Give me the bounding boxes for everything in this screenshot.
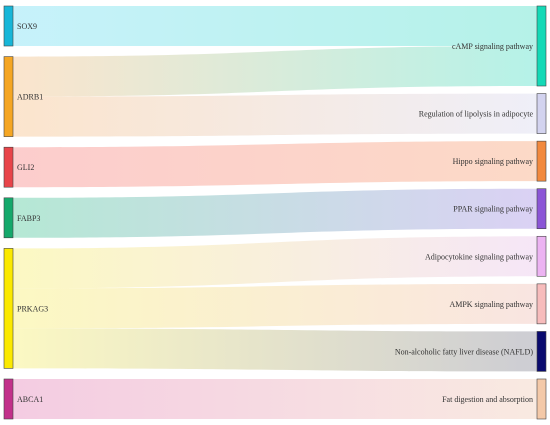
node-prkag3[interactable] (3, 248, 14, 369)
link-adrb1-lipolysis (13, 93, 537, 137)
node-label-lipolysis: Regulation of lipolysis in adipocyte (419, 110, 534, 119)
node-label-adipocytokine: Adipocytokine signaling pathway (425, 252, 533, 261)
node-sox9[interactable] (3, 5, 14, 47)
node-label-sox9: SOX9 (17, 22, 37, 31)
node-adrb1[interactable] (3, 56, 14, 137)
node-ppar[interactable] (536, 188, 547, 230)
node-ampk[interactable] (536, 283, 547, 325)
link-fabp3-ppar (13, 188, 537, 238)
link-prkag3-nafld (13, 328, 537, 372)
link-adrb1-camp (13, 46, 537, 97)
node-label-abca1: ABCA1 (17, 395, 43, 404)
node-fabp3[interactable] (3, 197, 14, 239)
node-hippo[interactable] (536, 140, 547, 182)
node-label-camp: cAMP signaling pathway (452, 42, 533, 51)
node-gli2[interactable] (3, 146, 14, 188)
link-abca1-fat (13, 379, 537, 419)
node-abca1[interactable] (3, 378, 14, 420)
node-label-fabp3: FABP3 (17, 214, 40, 223)
link-prkag3-ampk (13, 283, 537, 329)
links-layer (13, 6, 537, 419)
node-adipocytokine[interactable] (536, 235, 547, 277)
node-label-gli2: GLI2 (17, 163, 34, 172)
link-prkag3-adipocytokine (13, 236, 537, 289)
node-label-ampk: AMPK signaling pathway (449, 300, 533, 309)
link-sox9-camp (13, 6, 537, 46)
node-label-prkag3: PRKAG3 (17, 304, 48, 313)
node-label-fat: Fat digestion and absorption (442, 395, 533, 404)
node-fat[interactable] (536, 378, 547, 420)
node-nafld[interactable] (536, 331, 547, 372)
node-label-ppar: PPAR signaling pathway (453, 205, 533, 214)
node-label-hippo: Hippo signaling pathway (453, 157, 533, 166)
node-lipolysis[interactable] (536, 93, 547, 134)
node-camp[interactable] (536, 5, 547, 87)
labels-layer: SOX9 ADRB1 GLI2 FABP3 PRKAG3 ABCA1 cAMP signal… (17, 22, 533, 404)
link-gli2-hippo (13, 141, 537, 188)
node-label-nafld: Non-alcoholic fatty liver disease (NAFLD… (395, 347, 534, 356)
node-label-adrb1: ADRB1 (17, 93, 43, 102)
nodes-layer (3, 5, 547, 420)
